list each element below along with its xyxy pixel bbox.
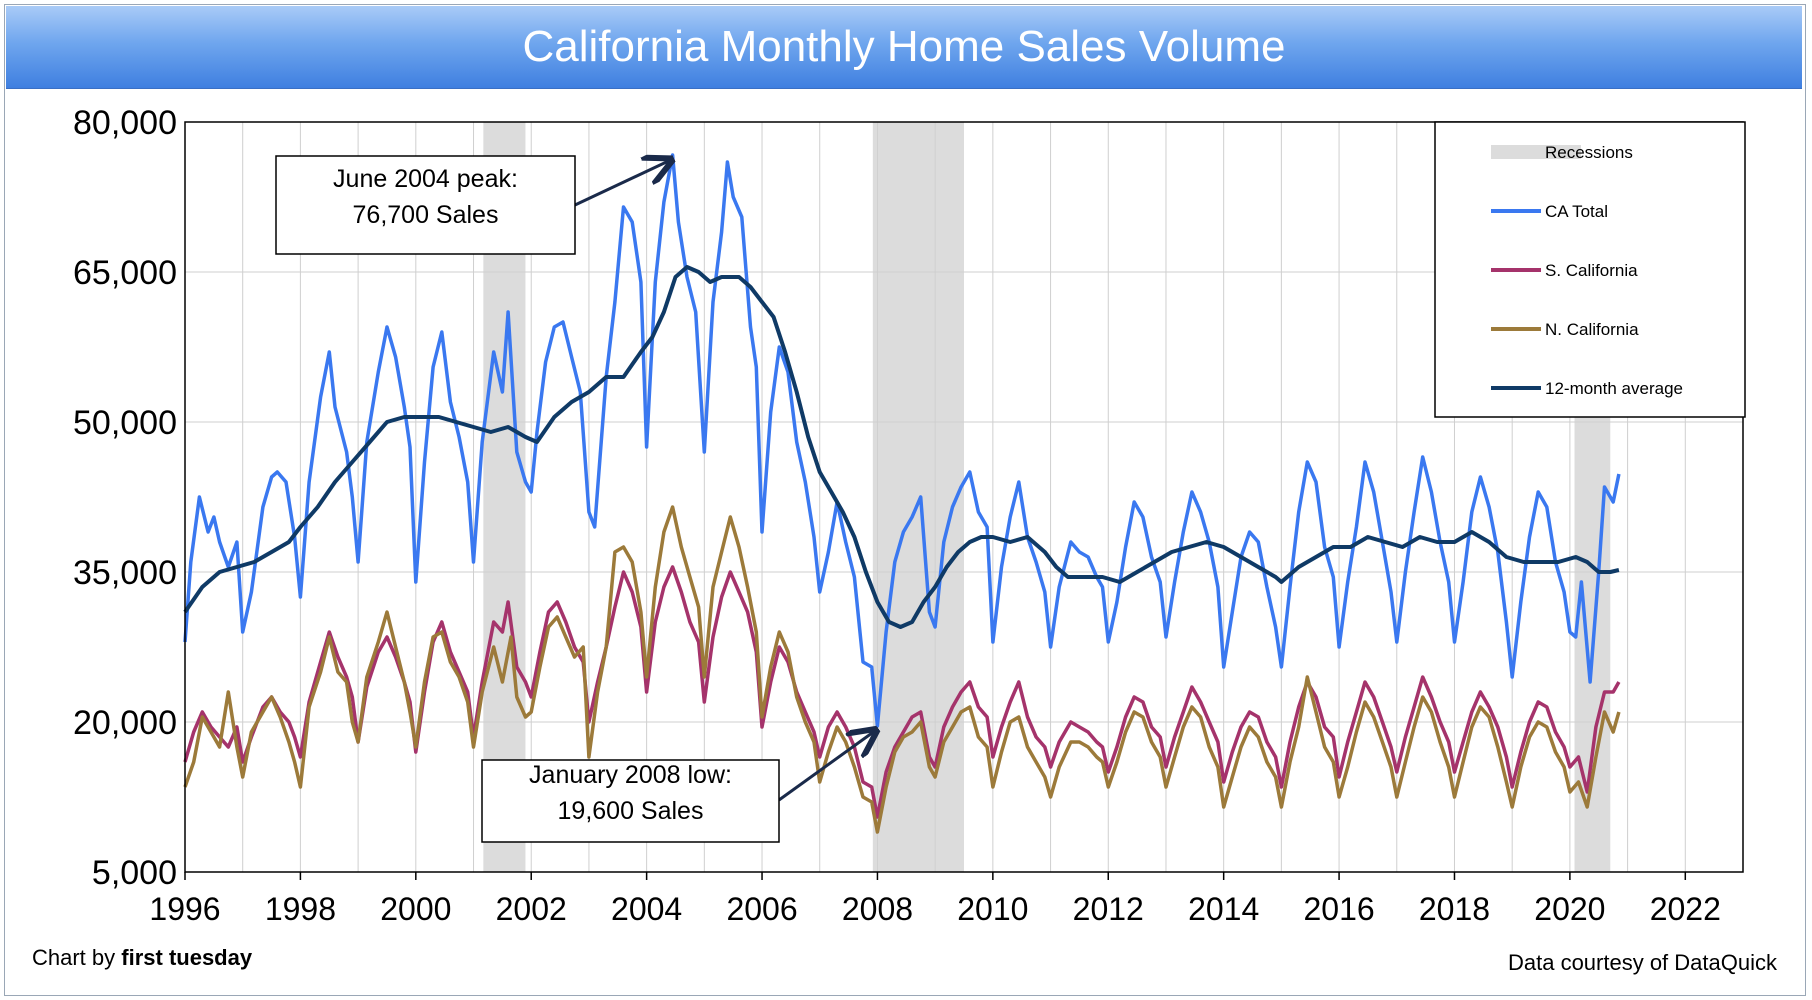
legend-label: N. California bbox=[1545, 320, 1639, 339]
x-tick-label: 2004 bbox=[611, 891, 682, 927]
series-line bbox=[183, 505, 1621, 834]
annotation-box bbox=[275, 155, 576, 255]
credit-name: first tuesday bbox=[121, 945, 253, 970]
legend-label: Recessions bbox=[1545, 143, 1633, 162]
plot-border bbox=[184, 121, 1744, 873]
x-tick-label: 2022 bbox=[1650, 891, 1721, 927]
x-tick-label: 1996 bbox=[149, 891, 220, 927]
title-bar: California Monthly Home Sales Volume bbox=[6, 6, 1802, 89]
y-tick-label: 80,000 bbox=[73, 104, 177, 142]
legend: Recessions CA Total S. California N. Califo… bbox=[1434, 121, 1746, 418]
annotation-arrow bbox=[778, 732, 873, 802]
y-tick-label: 65,000 bbox=[73, 254, 177, 292]
data-source: Data courtesy of DataQuick bbox=[1507, 950, 1777, 975]
x-tick-label: 2008 bbox=[842, 891, 913, 927]
annotation-text: 76,700 Sales bbox=[353, 201, 499, 229]
y-tick-label: 35,000 bbox=[73, 554, 177, 592]
x-tick-label: 2002 bbox=[496, 891, 567, 927]
chart-credit: Chart by first tuesday bbox=[32, 945, 252, 971]
annotation-text: January 2008 low: bbox=[529, 761, 732, 789]
annotation-box bbox=[481, 759, 780, 843]
series-line bbox=[183, 153, 1621, 728]
x-tick-label: 2000 bbox=[380, 891, 451, 927]
x-tick-label: 2018 bbox=[1419, 891, 1490, 927]
series-line bbox=[183, 265, 1620, 629]
annotation-text: June 2004 peak: bbox=[333, 165, 518, 193]
y-tick-label: 5,000 bbox=[92, 854, 177, 892]
x-tick-label: 2006 bbox=[726, 891, 797, 927]
x-tick-label: 2014 bbox=[1188, 891, 1259, 927]
x-tick-label: 2016 bbox=[1303, 891, 1374, 927]
chart-title: California Monthly Home Sales Volume bbox=[522, 22, 1286, 71]
annotations: June 2004 peak: 76,700 Sales January 2008 … bbox=[275, 155, 873, 843]
recession-band bbox=[872, 122, 964, 872]
x-tick-label: 2020 bbox=[1534, 891, 1605, 927]
legend-swatch-band bbox=[1491, 145, 1581, 159]
y-tick-label: 20,000 bbox=[73, 704, 177, 742]
credit-prefix: Chart by bbox=[32, 945, 122, 970]
x-tick-label: 1998 bbox=[265, 891, 336, 927]
x-tick-label: 2012 bbox=[1073, 891, 1144, 927]
legend-label: CA Total bbox=[1545, 202, 1608, 221]
annotation-text: 19,600 Sales bbox=[558, 797, 704, 825]
series-lines bbox=[183, 153, 1621, 834]
legend-box bbox=[1434, 121, 1746, 418]
legend-label: S. California bbox=[1545, 261, 1638, 280]
x-tick-label: 2010 bbox=[957, 891, 1028, 927]
axes: 5,000 20,000 35,000 50,000 65,000 80,000 1996 1… bbox=[73, 104, 1744, 927]
legend-label: 12-month average bbox=[1545, 379, 1683, 398]
annotation-arrow bbox=[574, 161, 669, 207]
y-tick-label: 50,000 bbox=[73, 404, 177, 442]
